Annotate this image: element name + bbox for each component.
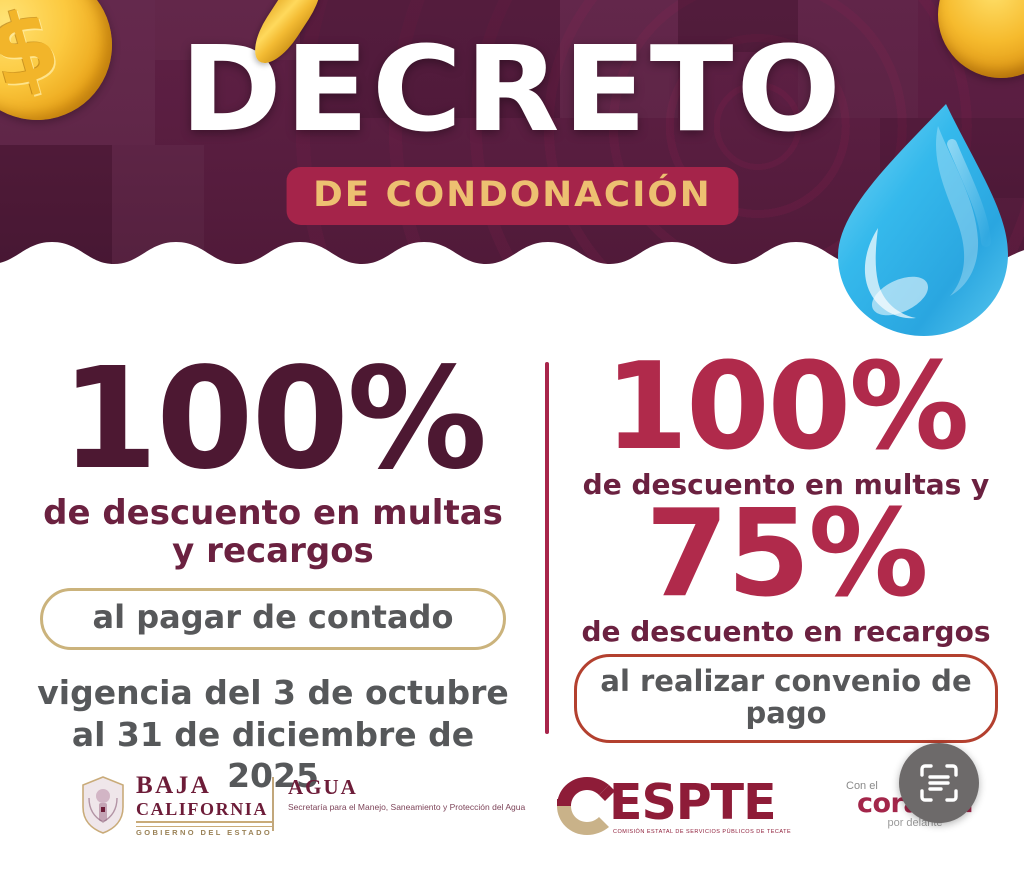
offer-left-condition-pill: al pagar de contado bbox=[40, 588, 506, 651]
corazon-line-1: Con el bbox=[846, 780, 878, 792]
agua-subtitle: Secretaría para el Manejo, Saneamiento y… bbox=[288, 802, 526, 812]
offer-right-description-1: de descuento en multas y bbox=[582, 468, 990, 501]
poster-header: DECRETO DE CONDONACIÓN bbox=[0, 0, 1024, 300]
page-title: DECRETO bbox=[180, 20, 844, 158]
offer-left-percent: 100% bbox=[60, 338, 488, 501]
logo-separator bbox=[272, 777, 274, 831]
offer-column-left: 100% de descuento en multas y recargos a… bbox=[14, 300, 532, 796]
baja-california-text: BAJA CALIFORNIA GOBIERNO DEL ESTADO bbox=[136, 772, 273, 837]
offer-right-percent-2: 75% bbox=[645, 484, 928, 624]
header-pattern-block bbox=[300, 0, 560, 118]
logo-baja-california: BAJA CALIFORNIA GOBIERNO DEL ESTADO bbox=[80, 772, 273, 837]
bc-line-1: BAJA bbox=[136, 772, 212, 799]
corazon-line-3: por delante bbox=[887, 817, 943, 829]
bc-line-2: CALIFORNIA bbox=[136, 799, 269, 819]
logo-cespte: ESPTE COMISIÓN ESTATAL DE SERVICIOS PÚBL… bbox=[555, 775, 791, 837]
offer-right-condition-pill: al realizar convenio de pago bbox=[574, 653, 998, 743]
subtitle-badge: DE CONDONACIÓN bbox=[286, 167, 738, 225]
water-drop-icon bbox=[838, 104, 1008, 336]
offers-section: 100% de descuento en multas y recargos a… bbox=[0, 300, 1024, 795]
bc-rule-divider bbox=[136, 821, 273, 827]
offer-column-right: 100% de descuento en multas y 75% de des… bbox=[560, 300, 1012, 743]
header-pattern-block bbox=[678, 0, 798, 52]
footer-logos: BAJA CALIFORNIA GOBIERNO DEL ESTADO AGUA… bbox=[0, 755, 1024, 873]
bc-tagline: GOBIERNO DEL ESTADO bbox=[136, 828, 273, 837]
column-divider bbox=[545, 362, 549, 734]
agua-title: AGUA bbox=[288, 775, 358, 799]
text-scan-fab-button[interactable] bbox=[899, 743, 979, 823]
subtitle-badge-wrap: DE CONDONACIÓN bbox=[0, 167, 1024, 225]
cespte-c-icon bbox=[557, 777, 615, 835]
wave-divider-icon bbox=[0, 242, 1024, 300]
logo-agua: AGUA Secretaría para el Manejo, Saneamie… bbox=[288, 777, 525, 813]
cespte-wordmark: ESPTE bbox=[609, 773, 777, 831]
offer-right-percent-1: 100% bbox=[604, 338, 970, 477]
offer-left-description: de descuento en multas y recargos bbox=[43, 493, 503, 572]
shield-crest-icon bbox=[82, 775, 124, 834]
cespte-subtitle: COMISIÓN ESTATAL DE SERVICIOS PÚBLICOS D… bbox=[613, 828, 792, 835]
offer-right-description-2: de descuento en recargos bbox=[581, 614, 991, 648]
text-scan-icon bbox=[920, 764, 958, 802]
